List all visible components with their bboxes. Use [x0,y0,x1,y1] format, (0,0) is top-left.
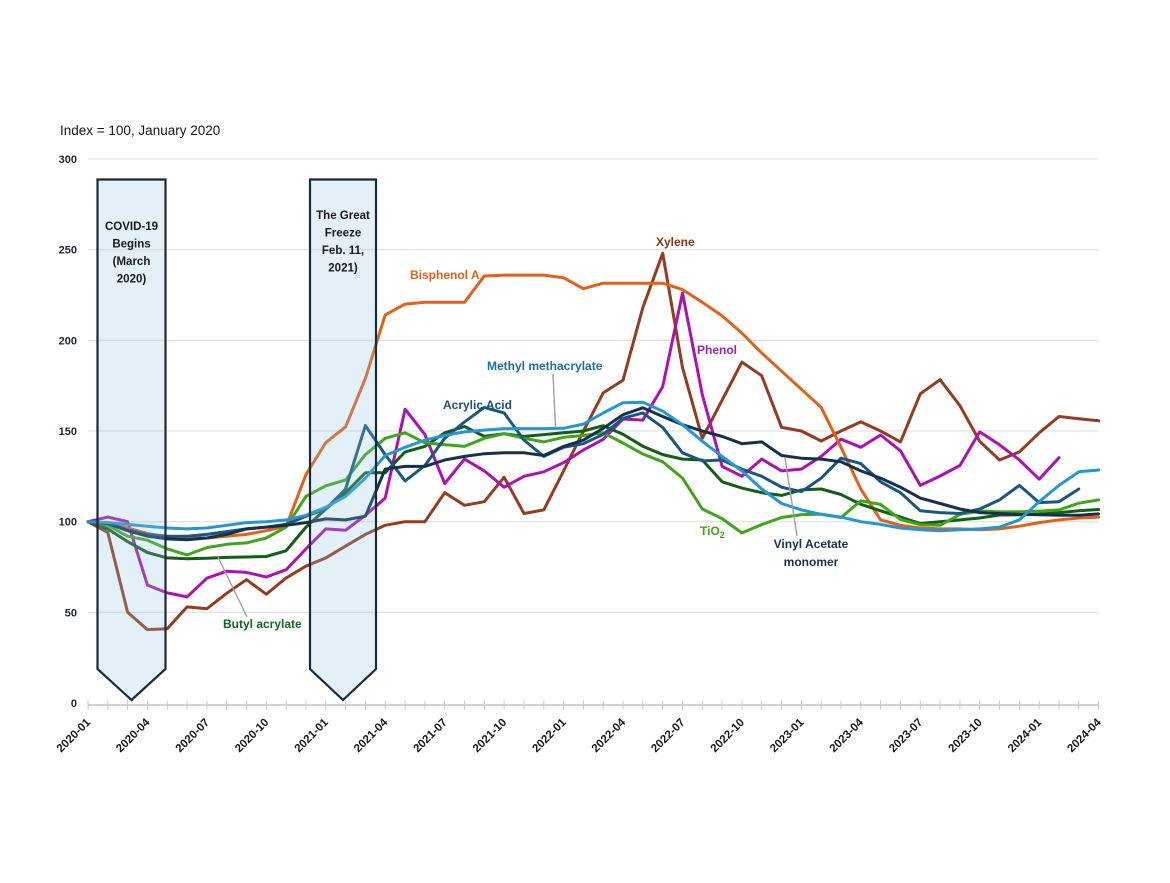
svg-text:Xylene: Xylene [656,235,695,249]
svg-text:200: 200 [59,335,77,347]
svg-text:Bisphenol A: Bisphenol A [410,268,480,282]
svg-text:250: 250 [59,245,77,257]
svg-text:Feb. 11,: Feb. 11, [322,245,364,257]
svg-text:50: 50 [65,607,77,619]
svg-text:COVID-19: COVID-19 [105,221,158,233]
svg-text:Freeze: Freeze [325,228,361,240]
svg-text:0: 0 [71,698,77,710]
svg-text:2020): 2020) [117,274,147,286]
svg-text:300: 300 [59,154,77,166]
svg-text:Index = 100, January 2020: Index = 100, January 2020 [60,123,220,138]
svg-text:TiO2: TiO2 [700,524,725,540]
svg-text:100: 100 [59,517,77,529]
svg-text:(March: (March [113,256,151,268]
svg-text:Begins: Begins [112,239,150,251]
svg-text:2021): 2021) [328,263,358,275]
svg-text:Methyl methacrylate: Methyl methacrylate [487,359,603,373]
svg-text:The Great: The Great [316,210,370,222]
svg-text:Vinyl Acetate: Vinyl Acetate [774,537,849,551]
svg-text:monomer: monomer [784,555,839,569]
svg-text:150: 150 [59,426,77,438]
svg-text:Acrylic Acid: Acrylic Acid [443,398,512,412]
svg-text:Phenol: Phenol [697,343,737,357]
svg-text:Butyl acrylate: Butyl acrylate [223,617,302,631]
